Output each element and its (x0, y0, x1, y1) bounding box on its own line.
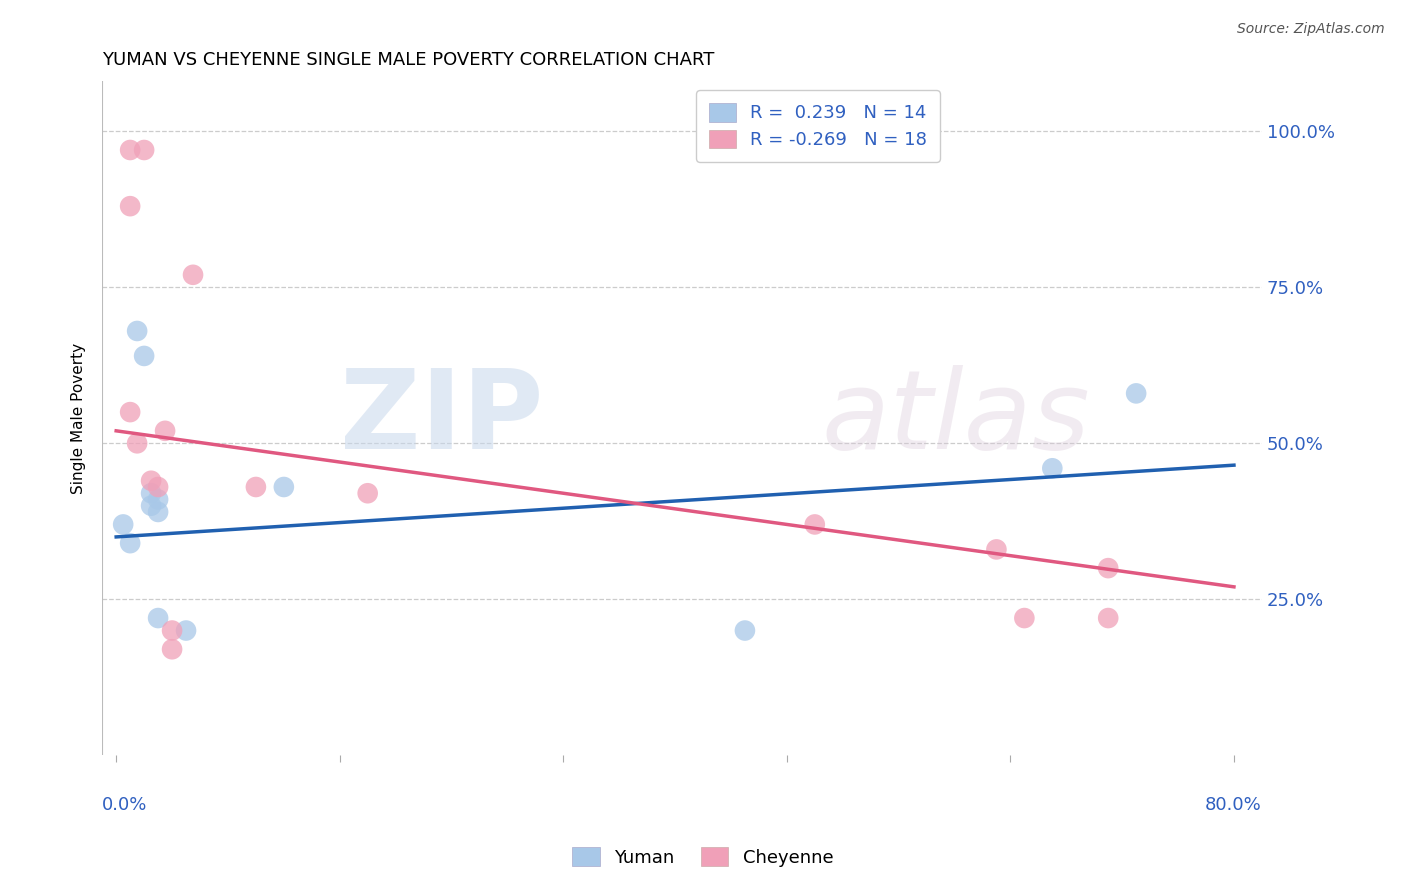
Point (174, 624, 197, 638)
Point (112, 517, 135, 532)
Point (127, 436, 149, 450)
Point (153, 424, 176, 438)
Y-axis label: Single Male Poverty: Single Male Poverty (72, 343, 86, 494)
Point (986, 542, 1008, 557)
Point (1097, 561, 1119, 575)
Point (181, 268, 204, 282)
Point (146, 492, 169, 507)
Point (146, 480, 169, 494)
Point (804, 517, 827, 532)
Point (1040, 461, 1063, 475)
Point (127, 324, 149, 338)
Point (120, 143, 142, 157)
Point (245, 480, 267, 494)
Text: Source: ZipAtlas.com: Source: ZipAtlas.com (1237, 22, 1385, 37)
Point (139, 486, 162, 500)
Point (1014, 611, 1036, 625)
Point (134, 143, 156, 157)
Legend: Yuman, Cheyenne: Yuman, Cheyenne (565, 840, 841, 874)
Text: YUMAN VS CHEYENNE SINGLE MALE POVERTY CORRELATION CHART: YUMAN VS CHEYENNE SINGLE MALE POVERTY CO… (103, 51, 714, 69)
Point (139, 499, 162, 513)
Point (120, 405, 142, 419)
Text: ZIP: ZIP (339, 365, 543, 472)
Legend: R =  0.239   N = 14, R = -0.269   N = 18: R = 0.239 N = 14, R = -0.269 N = 18 (696, 90, 939, 161)
Point (139, 474, 162, 488)
Point (1125, 386, 1147, 401)
Point (146, 611, 169, 625)
Point (1097, 611, 1119, 625)
Point (120, 199, 142, 213)
Point (273, 480, 295, 494)
Text: atlas: atlas (821, 365, 1090, 472)
Text: 80.0%: 80.0% (1205, 796, 1263, 814)
Point (120, 536, 142, 550)
Point (734, 624, 756, 638)
Point (357, 486, 380, 500)
Point (160, 624, 183, 638)
Text: 0.0%: 0.0% (103, 796, 148, 814)
Point (146, 505, 169, 519)
Point (160, 642, 183, 657)
Point (134, 349, 156, 363)
